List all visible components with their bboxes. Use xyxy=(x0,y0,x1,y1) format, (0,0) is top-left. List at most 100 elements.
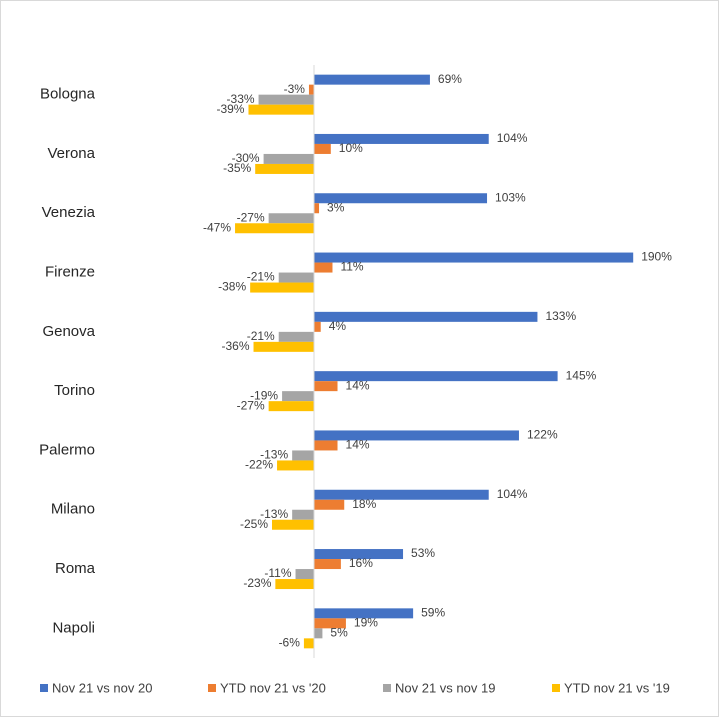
bar xyxy=(314,74,430,85)
category-label: Firenze xyxy=(45,264,95,281)
value-label: 133% xyxy=(545,309,576,323)
value-label: -33% xyxy=(227,92,255,106)
bar xyxy=(248,104,314,115)
value-label: -30% xyxy=(232,151,260,165)
bar xyxy=(314,203,320,214)
legend-marker xyxy=(552,684,560,692)
legend-label: YTD nov 21 vs '19 xyxy=(564,680,670,695)
bar xyxy=(272,519,314,530)
value-label: -11% xyxy=(264,566,291,580)
value-label: 5% xyxy=(330,626,348,640)
value-label: -23% xyxy=(243,576,271,590)
bar xyxy=(314,193,488,204)
value-label: -27% xyxy=(237,398,265,412)
legend-marker xyxy=(383,684,391,692)
value-label: 53% xyxy=(411,546,435,560)
value-label: -6% xyxy=(279,636,301,650)
category-label: Torino xyxy=(54,382,95,399)
value-label: -13% xyxy=(260,507,288,521)
bar xyxy=(255,163,314,174)
category-label: Roma xyxy=(55,560,96,577)
value-label: -27% xyxy=(237,210,265,224)
value-label: 18% xyxy=(352,497,376,511)
legend-label: Nov 21 vs nov 20 xyxy=(52,680,152,695)
value-label: -25% xyxy=(240,517,268,531)
bar xyxy=(253,341,314,352)
bar xyxy=(314,628,323,639)
value-label: 14% xyxy=(346,438,370,452)
bar xyxy=(268,401,314,412)
bar xyxy=(314,608,414,619)
bar xyxy=(314,252,634,263)
bar xyxy=(295,569,314,580)
bar xyxy=(314,549,404,560)
bar xyxy=(314,371,558,382)
bar xyxy=(314,430,519,441)
value-label: 14% xyxy=(346,378,370,392)
value-label: 145% xyxy=(566,368,597,382)
bar xyxy=(263,153,314,164)
legend-label: Nov 21 vs nov 19 xyxy=(395,680,495,695)
value-label: -36% xyxy=(222,339,250,353)
value-label: 19% xyxy=(354,616,378,630)
value-label: -21% xyxy=(247,270,275,284)
bar xyxy=(314,143,331,154)
value-label: 103% xyxy=(495,190,526,204)
value-label: -21% xyxy=(247,329,275,343)
value-label: -38% xyxy=(218,280,246,294)
value-label: -35% xyxy=(223,161,251,175)
value-label: -3% xyxy=(284,82,306,96)
value-label: 122% xyxy=(527,428,558,442)
category-label: Verona xyxy=(47,145,95,162)
category-label: Milano xyxy=(51,501,95,518)
bar xyxy=(250,282,314,293)
bar xyxy=(258,94,314,105)
bar xyxy=(314,262,333,273)
value-label: 16% xyxy=(349,556,373,570)
bar xyxy=(314,440,338,451)
bar xyxy=(314,381,338,392)
bar xyxy=(292,450,314,461)
legend-label: YTD nov 21 vs '20 xyxy=(220,680,326,695)
value-label: 59% xyxy=(421,606,445,620)
legend-marker xyxy=(208,684,216,692)
category-label: Palermo xyxy=(39,441,95,458)
category-label: Bologna xyxy=(40,86,96,103)
value-label: -39% xyxy=(216,102,244,116)
bar xyxy=(278,272,314,283)
bar xyxy=(314,133,489,144)
bar xyxy=(292,509,314,520)
value-label: 190% xyxy=(641,250,672,264)
value-label: -19% xyxy=(250,388,278,402)
bar xyxy=(314,321,321,332)
bar xyxy=(308,84,314,95)
value-label: 104% xyxy=(497,131,528,145)
value-label: 69% xyxy=(438,72,462,86)
value-label: 4% xyxy=(329,319,347,333)
bar xyxy=(314,311,538,322)
bar xyxy=(314,499,345,510)
bar xyxy=(314,489,489,500)
bar xyxy=(277,460,314,471)
bar xyxy=(314,559,341,570)
category-label: Napoli xyxy=(52,619,95,636)
value-label: 104% xyxy=(497,487,528,501)
bar xyxy=(235,223,314,234)
bar xyxy=(303,638,314,649)
category-label: Genova xyxy=(42,323,95,340)
category-label: Venezia xyxy=(42,204,96,221)
bar xyxy=(275,579,314,590)
bar xyxy=(314,618,346,629)
value-label: -22% xyxy=(245,458,273,472)
bar xyxy=(282,391,314,402)
value-label: 10% xyxy=(339,141,363,155)
value-label: 3% xyxy=(327,200,345,214)
value-label: 11% xyxy=(340,260,363,274)
legend-marker xyxy=(40,684,48,692)
bar xyxy=(278,331,314,342)
value-label: -47% xyxy=(203,220,231,234)
value-label: -13% xyxy=(260,448,288,462)
bar xyxy=(268,213,314,224)
